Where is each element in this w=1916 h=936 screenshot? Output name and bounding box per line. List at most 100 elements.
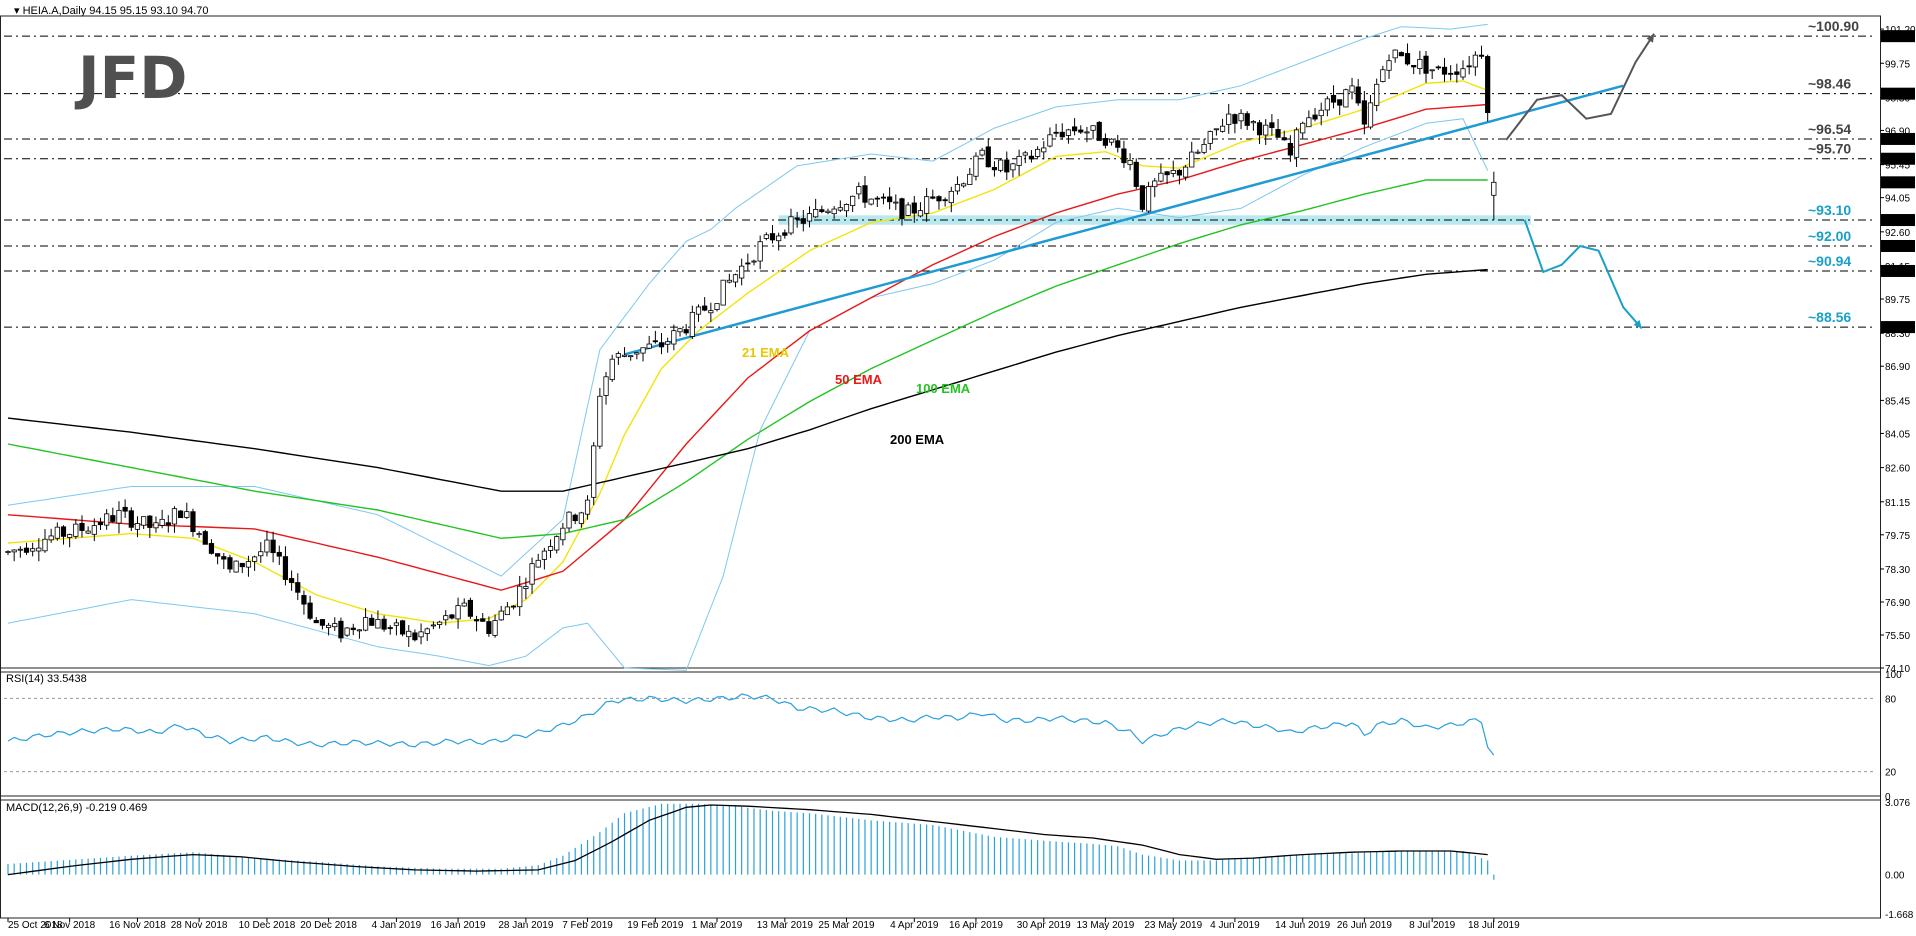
candle (547, 546, 554, 551)
time-axis-label: 23 May 2019 (1144, 920, 1202, 931)
candle (1176, 169, 1183, 176)
candle (110, 515, 116, 522)
price-axis-label: 78.30 (1885, 565, 1910, 576)
macd-axis-label: 0.00 (1885, 871, 1905, 882)
candle (621, 354, 628, 357)
candle (1250, 121, 1256, 124)
price-axis-label: 74.10 (1885, 664, 1910, 675)
price-axis-label: 94.05 (1885, 194, 1910, 205)
candle (1170, 169, 1176, 174)
candle (1281, 137, 1287, 141)
candle (190, 511, 196, 532)
ema200-label: 200 EMA (890, 432, 945, 447)
candle (159, 518, 165, 526)
candle (1152, 180, 1158, 188)
candle (510, 605, 517, 608)
macd-panel: 3.076 0.00 -1.668 (7, 798, 1914, 921)
ema200-line (7, 268, 1488, 492)
level-tag-text: 96.54 (1883, 135, 1908, 146)
candle (702, 305, 708, 311)
price-axis-label: 99.75 (1885, 59, 1910, 70)
price-panel: ~100.90 ~98.46 ~96.54 ~95.70 ~93.10 ~92.00 ~90… (4, 18, 1874, 671)
candle (566, 511, 572, 529)
candle (1411, 65, 1417, 68)
candle (831, 208, 837, 215)
level-tag (1881, 30, 1915, 43)
candle (116, 509, 122, 524)
candle (1213, 128, 1219, 131)
bollinger-lower-line (7, 118, 1489, 671)
candle (1232, 114, 1238, 124)
price-axis-label: 91.15 (1885, 262, 1910, 273)
candle (1139, 185, 1146, 210)
candle (714, 303, 720, 310)
candle (782, 232, 788, 236)
candle (732, 274, 739, 283)
time-axis-label: 20 Dec 2018 (300, 920, 357, 931)
candle (930, 196, 936, 199)
candle (1478, 54, 1485, 57)
time-axis-label: 10 Dec 2018 (239, 920, 296, 931)
candle (560, 527, 566, 541)
candle (603, 376, 609, 396)
candle (1102, 138, 1109, 146)
level-tag (1881, 87, 1915, 100)
candle (597, 395, 603, 447)
candle (1010, 163, 1016, 171)
price-axis-label: 81.15 (1885, 498, 1910, 509)
candle (819, 209, 825, 212)
time-axis-label: 16 Nov 2018 (109, 920, 166, 931)
rsi-header: RSI(14) 33.5438 (6, 673, 87, 685)
candle (319, 619, 326, 626)
candle (227, 557, 233, 570)
candle (178, 510, 184, 519)
time-axis-label: 25 Oct 2018 (8, 920, 63, 931)
candle (233, 560, 239, 573)
candle (387, 627, 393, 629)
candle (584, 499, 591, 515)
time-axis-label: 30 Apr 2019 (1017, 920, 1071, 931)
candle (541, 550, 547, 560)
candle (17, 548, 23, 551)
candle (529, 563, 535, 585)
candle (1448, 72, 1454, 75)
candle (276, 551, 282, 557)
candle (73, 523, 79, 537)
candle (215, 553, 221, 557)
candle (406, 630, 412, 638)
candle (196, 533, 202, 536)
level-label: ~88.56 (1808, 309, 1851, 325)
candle (837, 207, 843, 211)
level-tag (1881, 239, 1915, 252)
candle (1004, 159, 1010, 173)
level-tag-text: 95.70 (1883, 155, 1908, 166)
level-tag-text: 90.94 (1883, 267, 1908, 278)
candle (1355, 86, 1361, 104)
candle (1300, 122, 1306, 134)
candle (436, 621, 443, 625)
candle (535, 559, 541, 568)
candle (843, 204, 850, 212)
candle (893, 201, 899, 204)
candle (1145, 186, 1152, 212)
candle (628, 355, 634, 358)
candle (1256, 122, 1263, 136)
candle (307, 602, 313, 619)
price-axis-label: 98.30 (1885, 93, 1910, 104)
candle (591, 445, 597, 498)
candle (104, 513, 110, 526)
time-axis-label: 16 Jan 2019 (431, 920, 486, 931)
candle (245, 561, 252, 568)
candle (806, 213, 813, 222)
candle (1164, 171, 1170, 176)
candle (202, 531, 208, 545)
candle (67, 534, 73, 538)
candle (165, 522, 171, 526)
candle (751, 260, 757, 263)
candle (1078, 129, 1084, 133)
level-label: ~98.46 (1808, 76, 1851, 92)
ema100-line (7, 179, 1488, 540)
level-tag-text: 92.00 (1883, 242, 1908, 253)
candle (455, 605, 461, 620)
